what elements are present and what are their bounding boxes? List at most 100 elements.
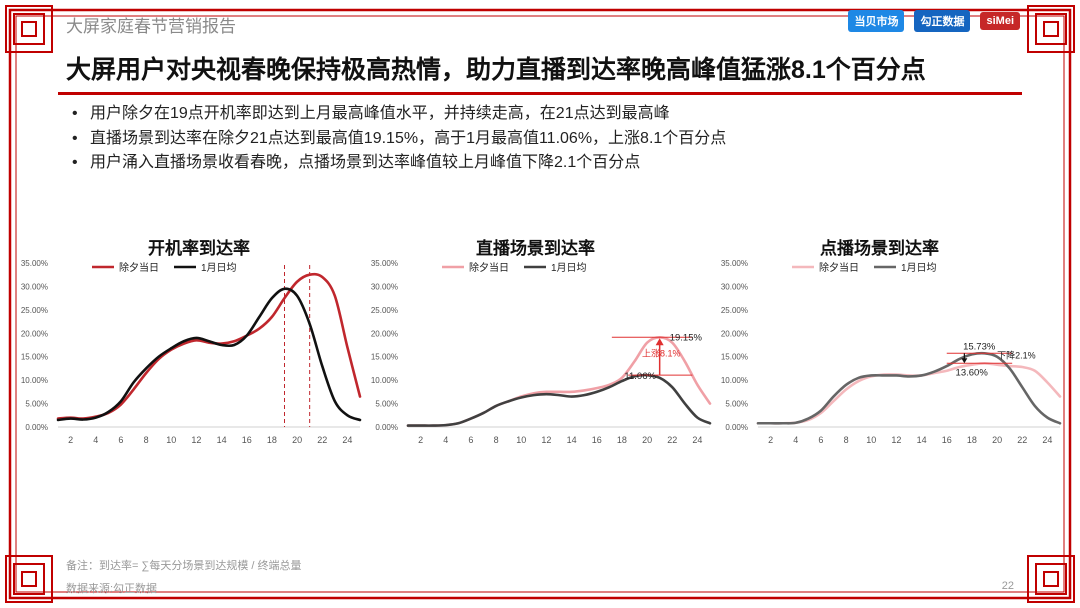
y-tick-label: 35.00% (721, 259, 748, 268)
x-tick-label: 2 (68, 435, 73, 445)
peak-jan-label: 11.06% (624, 371, 656, 382)
x-tick-label: 4 (793, 435, 798, 445)
x-tick-label: 24 (1042, 435, 1052, 445)
y-tick-label: 25.00% (721, 306, 748, 315)
x-tick-label: 18 (967, 435, 977, 445)
y-tick-label: 5.00% (375, 400, 398, 409)
corner-ornament-bottom-right (1027, 555, 1075, 603)
x-tick-label: 10 (516, 435, 526, 445)
logo-strip: 当贝市场 勾正数据 siMei (848, 10, 1020, 32)
peak-jan-label: 15.73% (963, 341, 996, 352)
series-line-jan (406, 373, 712, 427)
y-tick-label: 10.00% (721, 376, 748, 385)
y-tick-label: 15.00% (721, 353, 748, 362)
increase-arrow-head (655, 338, 664, 346)
x-tick-label: 14 (567, 435, 577, 445)
x-tick-label: 6 (818, 435, 823, 445)
x-tick-label: 12 (191, 435, 201, 445)
y-tick-label: 30.00% (721, 282, 748, 291)
data-source: 数据来源:勾正数据 (66, 583, 158, 595)
x-tick-label: 20 (992, 435, 1002, 445)
chart1-title: 开机率到达率 (148, 239, 250, 258)
y-tick-label: 5.00% (25, 400, 48, 409)
legend-label: 除夕当日 (819, 261, 859, 274)
chart-power-on-rate: 0.00% 5.00% 10.00% 15.00% 20.00% 25.00% 30.00%… (21, 259, 362, 445)
y-tick-label: 35.00% (371, 259, 398, 268)
series-line-eve (756, 361, 1062, 425)
y-tick-label: 0.00% (25, 423, 48, 432)
title-underline (58, 92, 1022, 95)
gouzheng-logo: 勾正数据 (914, 10, 971, 32)
series-line-jan (56, 287, 362, 422)
y-tick-label: 25.00% (371, 306, 398, 315)
y-tick-label: 35.00% (21, 259, 48, 268)
legend-label: 1月日均 (551, 262, 587, 274)
y-tick-label: 15.00% (371, 353, 398, 362)
x-tick-label: 8 (144, 435, 149, 445)
x-tick-label: 18 (617, 435, 627, 445)
legend-label: 1月日均 (201, 262, 237, 274)
bullet-item: 用户涌入直播场景收看春晚，点播场景到达率峰值较上月峰值下降2.1个百分点 (66, 151, 1006, 176)
y-tick-label: 20.00% (21, 329, 48, 338)
legend-label: 1月日均 (901, 262, 937, 274)
bullet-list: 用户除夕在19点开机率即达到上月最高峰值水平，并持续走高，在21点达到最高峰 直… (66, 102, 1006, 176)
y-tick-label: 20.00% (371, 329, 398, 338)
x-tick-label: 12 (541, 435, 551, 445)
footnote: 备注：到达率= ∑每天分场景到达规模 / 终端总量 (66, 560, 302, 572)
corner-ornament-bottom-left (5, 555, 53, 603)
chart-live-rate: 0.00% 5.00% 10.00% 15.00% 20.00% 25.00% 30.00%… (371, 259, 712, 445)
x-tick-label: 4 (93, 435, 98, 445)
x-tick-label: 24 (692, 435, 702, 445)
x-tick-label: 16 (592, 435, 602, 445)
series-line-jan (756, 351, 1062, 425)
y-tick-label: 0.00% (725, 423, 748, 432)
x-tick-label: 4 (443, 435, 448, 445)
peak-eve-label: 19.15% (670, 332, 703, 343)
page-number: 22 (1001, 580, 1014, 592)
decrease-arrow-head (961, 358, 968, 364)
y-tick-label: 30.00% (371, 282, 398, 291)
section-title: 大屏家庭春节营销报告 (66, 17, 236, 36)
x-tick-label: 2 (418, 435, 423, 445)
x-tick-label: 8 (494, 435, 499, 445)
y-tick-label: 30.00% (21, 282, 48, 291)
x-tick-label: 16 (242, 435, 252, 445)
bullet-item: 直播场景到达率在除夕21点达到最高值19.15%，高于1月最高值11.06%，上… (66, 127, 1006, 152)
corner-ornament-top-right (1027, 5, 1075, 53)
x-tick-label: 22 (667, 435, 677, 445)
y-tick-label: 10.00% (21, 376, 48, 385)
chart-vod-rate: 0.00% 5.00% 10.00% 15.00% 20.00% 25.00% 30.00%… (721, 259, 1062, 445)
chart2-title: 直播场景到达率 (476, 239, 595, 258)
x-tick-label: 14 (917, 435, 927, 445)
x-tick-label: 10 (166, 435, 176, 445)
x-tick-label: 20 (292, 435, 302, 445)
y-tick-label: 25.00% (21, 306, 48, 315)
chart3-title: 点播场景到达率 (820, 239, 939, 258)
simei-logo: siMei (980, 12, 1020, 30)
y-tick-label: 10.00% (371, 376, 398, 385)
x-tick-label: 6 (118, 435, 123, 445)
x-tick-label: 6 (468, 435, 473, 445)
y-tick-label: 15.00% (21, 353, 48, 362)
x-tick-label: 16 (942, 435, 952, 445)
bullet-item: 用户除夕在19点开机率即达到上月最高峰值水平，并持续走高，在21点达到最高峰 (66, 102, 1006, 127)
series-line-eve (56, 272, 362, 420)
corner-ornament-top-left (5, 5, 53, 53)
page-title: 大屏用户对央视春晚保持极高热情，助力直播到达率晚高峰值猛涨8.1个百分点 (66, 56, 926, 84)
dangbei-logo: 当贝市场 (848, 10, 905, 32)
x-tick-label: 2 (768, 435, 773, 445)
y-tick-label: 5.00% (725, 400, 748, 409)
x-tick-label: 14 (217, 435, 227, 445)
x-tick-label: 20 (642, 435, 652, 445)
y-tick-label: 20.00% (721, 329, 748, 338)
x-tick-label: 8 (844, 435, 849, 445)
peak-eve-label: 13.60% (956, 367, 989, 378)
x-tick-label: 10 (866, 435, 876, 445)
x-tick-label: 12 (891, 435, 901, 445)
change-label: 上涨8.1% (642, 349, 681, 359)
legend-label: 除夕当日 (469, 261, 509, 274)
legend-label: 除夕当日 (119, 261, 159, 274)
x-tick-label: 18 (267, 435, 277, 445)
y-tick-label: 0.00% (375, 423, 398, 432)
